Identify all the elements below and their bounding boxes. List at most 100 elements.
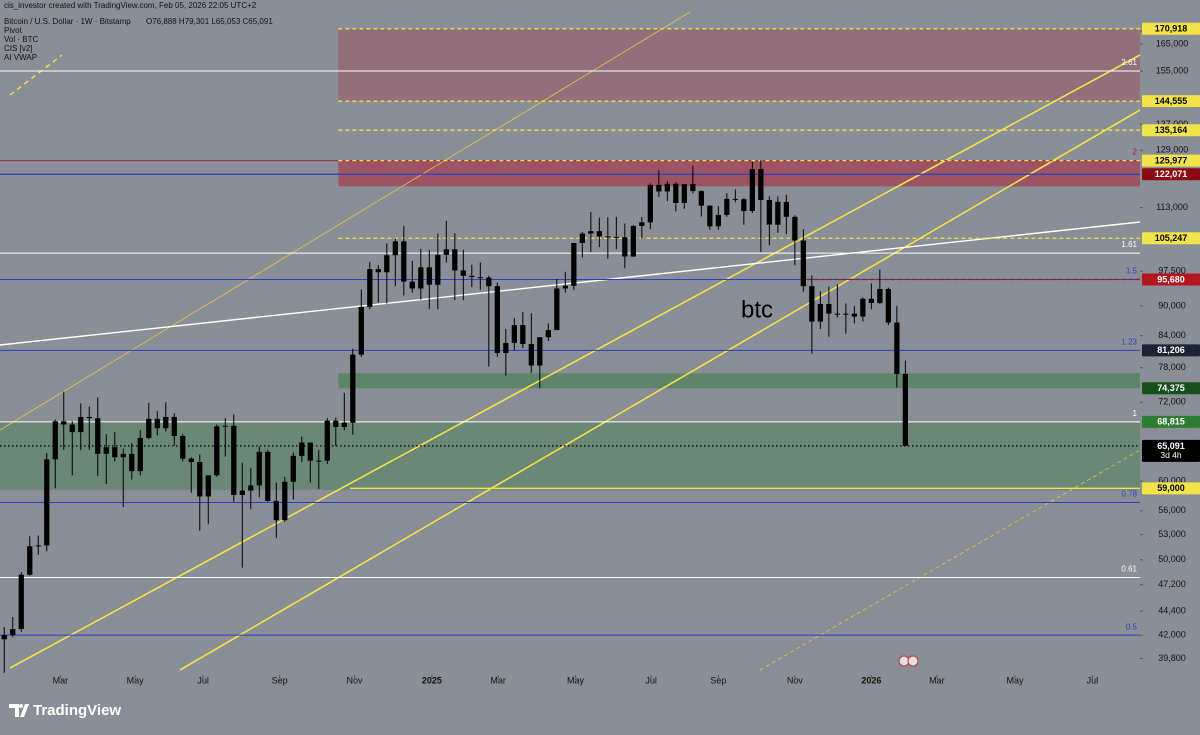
candle-body	[605, 236, 611, 238]
candle-body	[350, 354, 356, 423]
candle-body	[384, 255, 390, 273]
candle-body	[877, 288, 883, 304]
candle-body	[664, 183, 670, 192]
candle-body	[639, 222, 645, 226]
price-tag-label: 125,977	[1155, 155, 1188, 165]
candle-body	[809, 286, 815, 322]
price-tag-label: 68,815	[1157, 417, 1185, 427]
fib-label: 1.5	[1126, 267, 1138, 276]
candle-body	[146, 418, 152, 438]
zones	[0, 28, 1141, 490]
price-tag	[1142, 344, 1200, 357]
candle-body	[749, 169, 755, 212]
candle-body	[197, 462, 203, 497]
candle-body	[477, 277, 483, 279]
candle-body	[1, 635, 7, 640]
brand: TradingView	[33, 702, 121, 719]
candle-body	[392, 241, 398, 256]
y-tick-label: 42,000	[1158, 630, 1186, 640]
candle-body	[375, 269, 381, 273]
y-tick-label: 84,000	[1158, 330, 1186, 340]
price-tag	[1142, 232, 1200, 245]
candle-body	[222, 425, 228, 427]
candle-body	[248, 485, 254, 491]
price-tag-label: 59,000	[1157, 483, 1185, 493]
candle-body	[469, 275, 475, 278]
legend-ohlc: O76,888 H79,301 L65,053 C65,091	[146, 17, 273, 26]
price-tag-label: 74,375	[1157, 383, 1185, 393]
candle-body	[792, 216, 798, 241]
y-tick-label: 113,000	[1156, 202, 1188, 212]
candle-body	[61, 421, 67, 425]
candle-body	[316, 460, 322, 462]
candle-body	[307, 442, 313, 461]
zone	[338, 28, 1141, 102]
event-icon[interactable]	[907, 655, 919, 667]
legend-indicator: Vol · BTC	[4, 35, 38, 44]
x-tick-label: Mar	[53, 675, 69, 685]
fib-label: 2.61	[1121, 58, 1137, 67]
x-tick-label: 2026	[861, 675, 881, 685]
candle-body	[690, 184, 696, 192]
candle-body	[188, 458, 194, 463]
x-tick-label: Mar	[490, 675, 506, 685]
candle-body	[868, 298, 874, 304]
candle-body	[673, 183, 679, 204]
y-tick-label: 129,000	[1156, 145, 1189, 155]
candle-body	[27, 546, 33, 575]
candle-body	[494, 286, 500, 354]
price-tag	[1142, 482, 1200, 495]
candle-body	[452, 249, 458, 271]
candle-body	[860, 298, 866, 317]
x-tick-label: Sep	[710, 675, 726, 685]
y-tick-label: 50,000	[1158, 554, 1186, 564]
candle-body	[571, 243, 577, 286]
price-tag	[1142, 415, 1200, 428]
candle-body	[171, 416, 177, 436]
price-tag-label: 95,680	[1157, 274, 1185, 284]
candle-body	[367, 269, 373, 307]
y-tick-label: 97,500	[1158, 266, 1186, 276]
legend-indicator: AI VWAP	[4, 53, 37, 62]
price-tag	[1142, 382, 1200, 395]
vwap-line	[0, 221, 1141, 346]
candle-body	[783, 201, 789, 217]
fib-label: 0.61	[1121, 565, 1137, 574]
fib-label: 1	[1133, 409, 1138, 418]
candle-body	[613, 236, 619, 238]
channel-line	[179, 109, 1141, 671]
candle-body	[409, 281, 415, 289]
event-icons	[898, 655, 919, 667]
candle-body	[333, 420, 339, 427]
candle-body	[443, 249, 449, 255]
trend-lines	[0, 11, 1141, 671]
candle-body	[851, 313, 857, 317]
x-tick-label: Nov	[787, 675, 804, 685]
y-tick-label: 56,000	[1158, 505, 1186, 515]
price-tag	[1142, 22, 1200, 35]
y-tick-label: 165,000	[1156, 38, 1189, 48]
x-tick-label: Jul	[197, 675, 209, 685]
candle-body	[180, 435, 186, 459]
candle-body	[698, 191, 704, 206]
candle-body	[681, 184, 687, 204]
price-tag-label: 81,206	[1157, 345, 1185, 355]
candle-body	[137, 437, 143, 472]
candle-body	[358, 306, 364, 355]
price-tag	[1142, 95, 1200, 108]
price-tag	[1142, 124, 1200, 137]
candle-body	[579, 233, 585, 244]
candle-body	[120, 453, 126, 458]
x-tick-label: Jul	[1087, 675, 1099, 685]
candle-body	[537, 337, 543, 366]
candle-body	[707, 205, 713, 227]
candle-body	[324, 420, 330, 461]
x-tick-label: May	[127, 675, 145, 685]
x-tick-label: May	[1007, 675, 1025, 685]
legend-indicator: Pivot	[4, 26, 23, 35]
candle-body	[647, 184, 653, 223]
fib-label: 2	[1133, 148, 1138, 157]
candle-body	[902, 373, 909, 446]
price-tag-label: 170,918	[1155, 24, 1188, 34]
